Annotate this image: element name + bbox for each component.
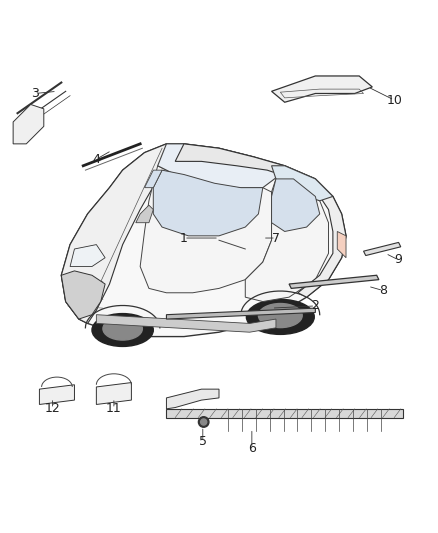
Text: 5: 5 [199, 435, 207, 448]
Ellipse shape [103, 317, 142, 340]
Polygon shape [289, 275, 379, 288]
Polygon shape [61, 271, 105, 319]
Text: 4: 4 [92, 152, 100, 166]
Ellipse shape [246, 300, 314, 334]
Polygon shape [96, 383, 131, 405]
Polygon shape [364, 243, 401, 255]
Text: 11: 11 [106, 402, 122, 415]
Polygon shape [175, 144, 333, 197]
Text: 6: 6 [248, 442, 256, 455]
Polygon shape [158, 144, 280, 188]
Text: 2: 2 [311, 300, 319, 312]
Polygon shape [136, 205, 153, 223]
Text: 3: 3 [31, 87, 39, 100]
Polygon shape [96, 314, 276, 332]
Polygon shape [61, 144, 171, 324]
Ellipse shape [258, 303, 302, 328]
Circle shape [201, 419, 207, 425]
Polygon shape [140, 166, 272, 293]
Polygon shape [166, 409, 403, 418]
Polygon shape [39, 385, 74, 405]
Polygon shape [272, 179, 320, 231]
Polygon shape [13, 104, 44, 144]
Ellipse shape [92, 313, 153, 346]
Polygon shape [166, 389, 219, 409]
Polygon shape [70, 245, 105, 266]
Text: 7: 7 [272, 231, 280, 245]
Text: 8: 8 [379, 284, 387, 297]
Polygon shape [166, 308, 315, 319]
Polygon shape [272, 166, 333, 201]
Text: 12: 12 [45, 402, 60, 415]
Text: 1: 1 [180, 231, 188, 245]
Polygon shape [337, 231, 346, 258]
Polygon shape [153, 170, 263, 236]
Polygon shape [245, 179, 328, 302]
Polygon shape [61, 144, 346, 336]
Polygon shape [298, 197, 346, 297]
Text: 10: 10 [386, 94, 402, 107]
Text: 9: 9 [395, 253, 403, 266]
Polygon shape [145, 170, 162, 188]
Polygon shape [272, 76, 372, 102]
Circle shape [198, 417, 209, 427]
